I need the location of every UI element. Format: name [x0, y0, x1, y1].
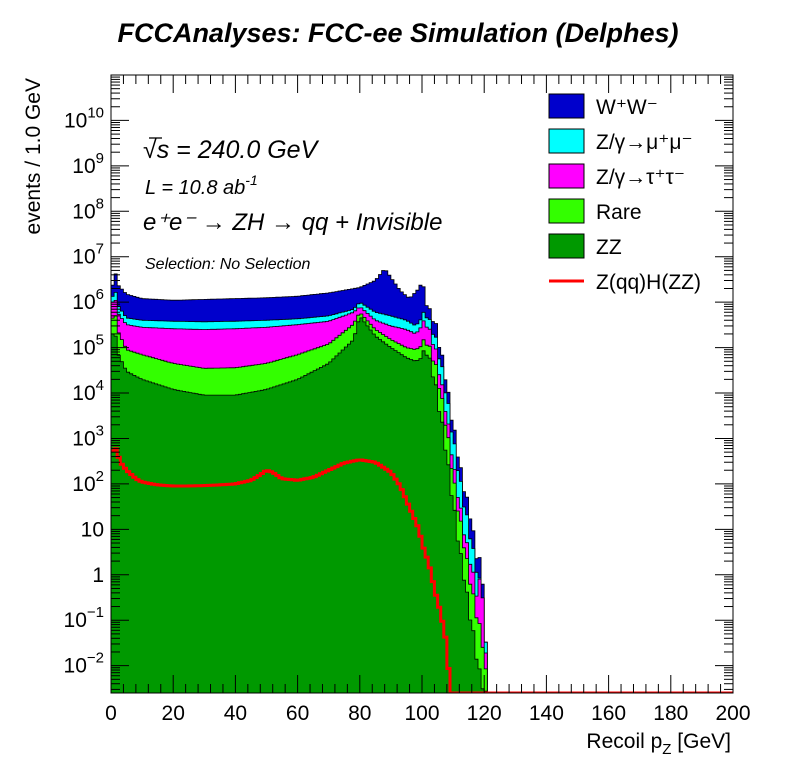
y-tick-label: 10−2 — [64, 650, 104, 678]
stack-area-ZZ — [111, 317, 733, 693]
legend: W⁺W⁻ Z/γ→μ⁺μ⁻ Z/γ→τ⁺τ⁻ Rare ZZ Z(qq)H(ZZ) — [548, 93, 701, 294]
x-axis-title: Recoil pZ [GeV] — [586, 730, 731, 758]
y-tick-label: 1010 — [64, 104, 104, 132]
x-tick-label: 80 — [348, 702, 371, 725]
x-tick-label: 100 — [404, 702, 439, 725]
x-tick-label: 120 — [467, 702, 502, 725]
legend-label-tautau: Z/γ→τ⁺τ⁻ — [596, 166, 685, 189]
y-tick-label: 105 — [72, 332, 104, 360]
series-layer — [111, 270, 733, 693]
x-tick-label: 200 — [715, 702, 750, 725]
y-tick-label: 107 — [72, 241, 104, 269]
signal-line-ZqqHZZ — [111, 447, 733, 693]
luminosity-annotation: L = 10.8 ab-1 — [145, 172, 258, 199]
y-tick-label: 108 — [72, 195, 104, 223]
y-tick-label: 102 — [72, 468, 104, 496]
legend-label-rare: Rare — [596, 201, 642, 224]
legend-label-ZZ: ZZ — [596, 236, 622, 259]
legend-swatch-tautau — [548, 163, 585, 189]
legend-swatch-mumu — [548, 128, 585, 154]
legend-label-mumu: Z/γ→μ⁺μ⁻ — [596, 131, 693, 154]
x-tick-label: 180 — [653, 702, 688, 725]
legend-label-ZqqHZZ: Z(qq)H(ZZ) — [596, 271, 701, 294]
process-annotation: e⁺e⁻ → ZH → qq + Invisible — [143, 209, 442, 236]
x-tick-label: 160 — [591, 702, 626, 725]
x-tick-label: 60 — [286, 702, 309, 725]
annotation-block: √s = 240.0 GeV L = 10.8 ab-1 e⁺e⁻ → ZH →… — [143, 136, 442, 273]
x-tick-label: 0 — [105, 702, 117, 725]
legend-label-WW: W⁺W⁻ — [596, 96, 658, 119]
sqrt-s-annotation: √s = 240.0 GeV — [143, 136, 320, 164]
y-axis-title: events / 1.0 GeV — [22, 78, 45, 234]
x-tick-label: 140 — [529, 702, 564, 725]
x-tick-label: 40 — [224, 702, 247, 725]
y-tick-label: 109 — [72, 150, 104, 178]
y-tick-label: 103 — [72, 422, 104, 450]
legend-swatch-WW — [548, 93, 585, 119]
x-tick-label: 20 — [162, 702, 185, 725]
tick-layer: 0 20 40 60 80 100 120 140 160 180 20010−210−111010… — [64, 75, 751, 725]
y-tick-label: 106 — [72, 286, 104, 314]
legend-swatch-ZZ — [548, 233, 585, 259]
y-tick-label: 104 — [72, 377, 104, 405]
y-tick-label: 1 — [92, 564, 104, 587]
y-tick-label: 10−1 — [64, 604, 104, 632]
legend-swatch-rare — [548, 198, 585, 224]
page-title: FCCAnalyses: FCC-ee Simulation (Delphes) — [117, 18, 679, 48]
y-tick-label: 10 — [81, 518, 104, 541]
selection-annotation: Selection: No Selection — [145, 256, 311, 273]
